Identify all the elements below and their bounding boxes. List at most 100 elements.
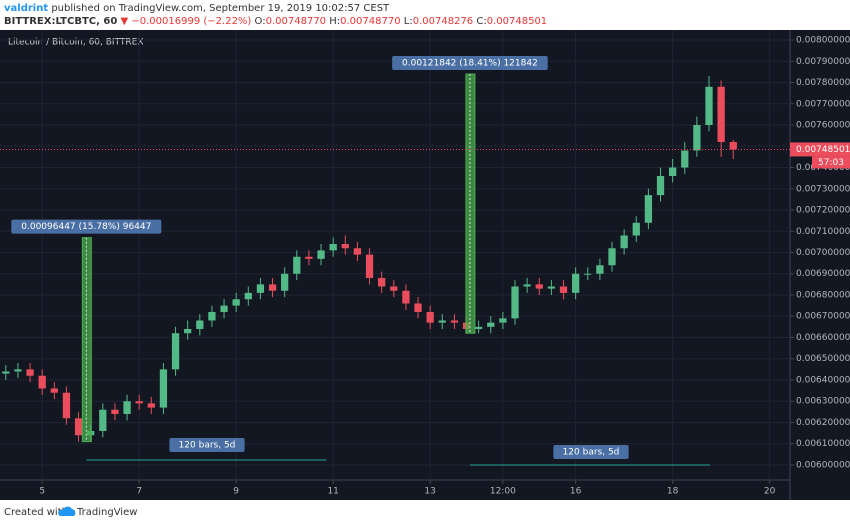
arrow: ▼ xyxy=(121,16,129,27)
candle-body xyxy=(487,322,495,327)
bars-label: 120 bars, 5d xyxy=(563,448,620,458)
x-tick-label: 9 xyxy=(233,487,239,497)
candle-body xyxy=(123,401,131,414)
y-tick-label: 0.00620000 xyxy=(796,418,850,428)
candle-body xyxy=(62,392,71,419)
candle-body xyxy=(499,318,507,323)
symbol: BITTREX:LTCBTC, 60 xyxy=(4,16,117,27)
candle-body xyxy=(475,326,483,329)
y-tick-label: 0.00690000 xyxy=(796,269,850,279)
y-tick-label: 0.00790000 xyxy=(796,57,850,67)
candle-body xyxy=(305,256,313,259)
y-tick-label: 0.00640000 xyxy=(796,375,850,385)
candle-body xyxy=(232,299,240,306)
x-tick-label: 13 xyxy=(424,487,435,497)
candle-body xyxy=(559,286,568,293)
measure-label-box xyxy=(11,219,162,234)
measure-label: 0.00096447 (15.78%) 96447 xyxy=(21,222,151,232)
ohlc-label: C: xyxy=(476,16,486,27)
y-tick-label: 0.00700000 xyxy=(796,248,850,258)
candle-body xyxy=(196,320,204,329)
candle-body xyxy=(717,86,725,143)
candle-body xyxy=(656,176,665,196)
candle-body xyxy=(111,409,119,414)
candle-body xyxy=(99,409,107,431)
candle-body xyxy=(281,273,289,291)
ohlc-value: 0.00748770 xyxy=(266,16,326,27)
ohlc-value: 0.00748501 xyxy=(487,16,547,27)
measure-label-box xyxy=(392,56,548,71)
y-tick-label: 0.00780000 xyxy=(796,78,850,88)
candle-body xyxy=(729,142,737,150)
candle-body xyxy=(2,371,10,374)
header-line: valdrint published on TradingView.com, S… xyxy=(4,3,390,14)
y-tick-label: 0.00600000 xyxy=(796,460,850,470)
y-tick-label: 0.00610000 xyxy=(796,439,850,449)
ohlc-value: 0.00748770 xyxy=(340,16,400,27)
candle-body xyxy=(414,303,422,312)
candle-body xyxy=(220,305,228,312)
candle-body xyxy=(644,195,653,223)
candle-body xyxy=(705,86,713,126)
candle-body xyxy=(365,254,374,278)
candle-body xyxy=(632,222,640,236)
candle-body xyxy=(317,250,325,259)
candle-body xyxy=(147,403,155,408)
candle-body xyxy=(171,333,180,370)
candle-body xyxy=(184,328,192,334)
candle-body xyxy=(402,290,410,304)
candle-body xyxy=(341,244,349,249)
candle-body xyxy=(669,167,677,177)
x-tick-label: 7 xyxy=(136,487,142,497)
candle-body xyxy=(256,284,265,293)
candle-body xyxy=(620,235,628,249)
y-tick-label: 0.00800000 xyxy=(796,36,850,46)
candle-body xyxy=(26,369,34,376)
candle-body xyxy=(378,277,386,287)
symbol-line: BITTREX:LTCBTC, 60 ▼ −0.00016999 (−2.22%… xyxy=(4,16,547,27)
logo xyxy=(58,506,76,516)
y-tick-label: 0.00770000 xyxy=(796,99,850,109)
candle-body xyxy=(681,150,689,168)
y-tick-label: 0.00630000 xyxy=(796,397,850,407)
candle-body xyxy=(572,273,580,293)
candle-body xyxy=(14,369,22,372)
candle-body xyxy=(535,284,543,289)
footer-text: Created with xyxy=(4,507,68,518)
candle-body xyxy=(693,125,701,151)
candle-body xyxy=(208,311,216,321)
candle-body xyxy=(74,418,83,436)
candle-body xyxy=(329,244,337,251)
x-tick-label: 11 xyxy=(327,487,338,497)
ohlc-value: 0.00748276 xyxy=(413,16,473,27)
y-tick-label: 0.00730000 xyxy=(796,184,850,194)
ohlc-label: L: xyxy=(404,16,413,27)
last-price-label: 0.00748501 xyxy=(796,145,850,155)
last-price-box xyxy=(790,142,850,157)
y-tick-label: 0.00720000 xyxy=(796,206,850,216)
candle-body xyxy=(608,248,616,266)
candle-body xyxy=(547,286,556,289)
x-tick-label: 12:00 xyxy=(490,487,516,497)
y-tick-label: 0.00660000 xyxy=(796,333,850,343)
candle-body xyxy=(511,286,519,319)
x-tick-label: 16 xyxy=(570,487,582,497)
candle-body xyxy=(450,320,459,323)
candle-body xyxy=(50,388,58,393)
published: published on TradingView.com, September … xyxy=(51,3,390,14)
candle-body xyxy=(293,256,301,274)
y-tick-label: 0.00680000 xyxy=(796,290,850,300)
candle-body xyxy=(390,286,398,291)
candle-body xyxy=(438,320,446,323)
y-tick-label: 0.00710000 xyxy=(796,227,850,237)
candle-body xyxy=(523,284,531,287)
y-tick-label: 0.00650000 xyxy=(796,354,850,364)
footer-brand: TradingView xyxy=(76,507,137,518)
candle-body xyxy=(268,284,277,291)
author: valdrint xyxy=(4,3,48,14)
bars-label-box xyxy=(169,438,245,452)
candle-body xyxy=(353,248,362,255)
candle-body xyxy=(135,401,143,404)
